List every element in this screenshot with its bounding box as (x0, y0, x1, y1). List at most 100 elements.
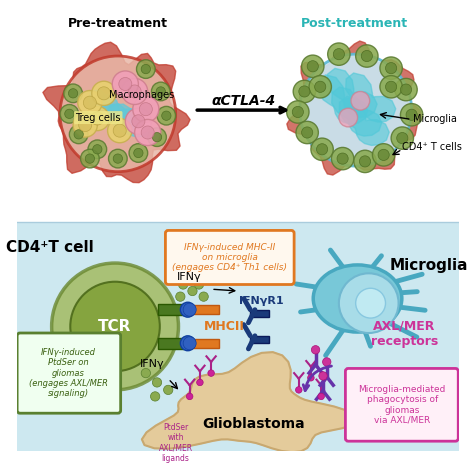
Polygon shape (107, 104, 151, 137)
Text: Post-treatment: Post-treatment (301, 17, 408, 30)
Circle shape (319, 372, 327, 380)
Text: TCR: TCR (99, 319, 132, 334)
Text: MHCII: MHCII (204, 320, 245, 333)
Circle shape (333, 48, 345, 60)
Circle shape (183, 303, 196, 316)
Circle shape (152, 133, 162, 142)
Circle shape (93, 145, 102, 154)
Circle shape (295, 387, 302, 393)
Circle shape (73, 113, 97, 137)
Circle shape (339, 273, 399, 333)
Circle shape (309, 75, 331, 98)
Circle shape (311, 138, 333, 161)
Bar (17, 222, 459, 451)
Circle shape (64, 109, 74, 118)
Text: αCTLA-4: αCTLA-4 (212, 94, 276, 108)
Circle shape (397, 133, 408, 144)
Polygon shape (287, 41, 421, 175)
Text: Microglia: Microglia (413, 114, 457, 125)
Circle shape (74, 130, 83, 139)
Circle shape (139, 103, 152, 116)
Text: CD4⁺T cell: CD4⁺T cell (6, 240, 94, 255)
Circle shape (109, 149, 127, 168)
Circle shape (186, 393, 193, 400)
Circle shape (157, 106, 176, 125)
Polygon shape (339, 96, 389, 146)
Circle shape (78, 91, 102, 115)
Text: Microglia: Microglia (390, 258, 469, 273)
Circle shape (356, 45, 378, 67)
Circle shape (339, 108, 357, 127)
Circle shape (134, 148, 143, 158)
Circle shape (91, 112, 104, 125)
Circle shape (323, 358, 331, 366)
Circle shape (60, 104, 79, 123)
Circle shape (133, 96, 159, 122)
Circle shape (128, 85, 141, 98)
Circle shape (361, 50, 373, 62)
Bar (189, 305, 219, 314)
Circle shape (395, 78, 417, 101)
Circle shape (301, 127, 313, 138)
Circle shape (122, 78, 148, 104)
Circle shape (156, 87, 165, 96)
Text: Microglia-mediated
phagocytosis of
gliomas
via AXL/MER: Microglia-mediated phagocytosis of gliom… (359, 385, 446, 425)
Circle shape (141, 64, 150, 74)
Circle shape (406, 109, 417, 120)
Circle shape (307, 61, 319, 72)
Circle shape (194, 280, 204, 289)
Text: IFNγ: IFNγ (177, 272, 202, 282)
Bar (189, 338, 219, 348)
Circle shape (337, 153, 348, 164)
Circle shape (293, 80, 316, 103)
Circle shape (119, 77, 132, 91)
Circle shape (83, 96, 96, 109)
Circle shape (152, 378, 162, 387)
Text: Macrophages: Macrophages (109, 90, 174, 100)
Circle shape (129, 144, 148, 162)
Circle shape (331, 147, 354, 170)
Circle shape (148, 128, 166, 146)
Circle shape (315, 81, 326, 92)
Polygon shape (43, 42, 190, 182)
Text: CD4⁺ T cells: CD4⁺ T cells (402, 142, 462, 153)
Circle shape (69, 125, 88, 144)
Circle shape (351, 91, 370, 110)
Circle shape (112, 71, 138, 97)
Circle shape (52, 263, 179, 390)
Circle shape (141, 126, 154, 139)
Circle shape (141, 368, 150, 378)
Circle shape (208, 370, 214, 376)
Circle shape (301, 55, 324, 77)
Circle shape (401, 104, 423, 126)
Text: IFNγ: IFNγ (140, 359, 164, 369)
Polygon shape (346, 73, 396, 122)
Text: IFNγ-induced MHC-II
on microglia
(engages CD4⁺ Th1 cells): IFNγ-induced MHC-II on microglia (engage… (172, 243, 287, 273)
Circle shape (401, 84, 411, 95)
Circle shape (108, 118, 132, 143)
Circle shape (354, 150, 376, 173)
Circle shape (81, 149, 99, 168)
Circle shape (385, 63, 397, 74)
Circle shape (287, 101, 309, 123)
Text: AXL/MER
receptors: AXL/MER receptors (371, 320, 438, 348)
Circle shape (164, 385, 173, 394)
Circle shape (85, 106, 109, 131)
Text: Treg cells: Treg cells (75, 112, 121, 123)
Circle shape (391, 127, 413, 149)
Circle shape (68, 89, 78, 98)
Polygon shape (332, 87, 382, 136)
Circle shape (88, 140, 107, 159)
Circle shape (380, 75, 402, 98)
Circle shape (317, 144, 328, 155)
Circle shape (79, 118, 92, 132)
Circle shape (64, 84, 82, 103)
Polygon shape (327, 68, 377, 118)
Circle shape (380, 57, 402, 79)
Bar (158, 337, 184, 349)
FancyBboxPatch shape (346, 368, 458, 441)
Circle shape (179, 280, 188, 289)
Bar (158, 304, 184, 315)
FancyBboxPatch shape (165, 230, 294, 284)
Circle shape (318, 393, 324, 400)
